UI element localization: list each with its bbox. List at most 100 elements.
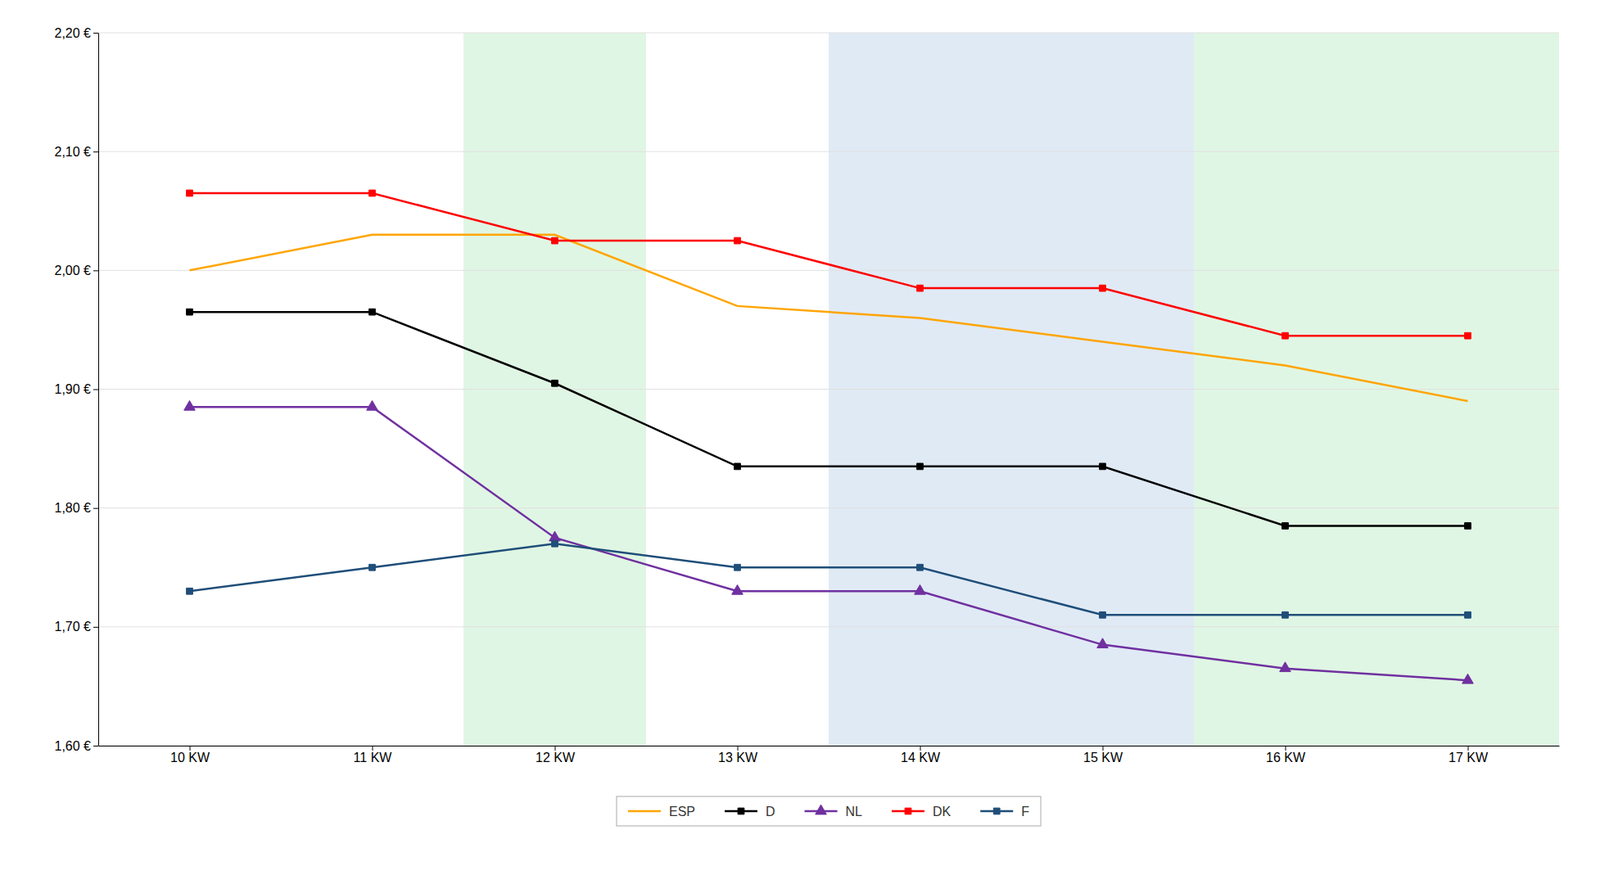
x-tick: 11 KW — [353, 745, 394, 765]
x-tick-mark — [555, 745, 556, 751]
legend-marker — [815, 804, 828, 815]
y-tick-label: 1,80 € — [54, 501, 92, 516]
series-group — [184, 189, 1474, 684]
series-marker — [734, 463, 742, 471]
grid-line — [98, 32, 1560, 34]
y-tick-label: 1,70 € — [54, 619, 92, 634]
x-tick-mark — [1102, 745, 1104, 751]
x-axis-line — [99, 745, 1560, 747]
series-line — [189, 543, 1469, 615]
x-tick: 12 KW — [535, 745, 576, 765]
series-marker — [917, 463, 924, 471]
series-marker — [1462, 673, 1474, 684]
series-marker — [1282, 332, 1289, 339]
series-marker — [551, 237, 559, 245]
series-marker — [1279, 662, 1292, 673]
series-marker — [369, 564, 376, 571]
legend-marker — [993, 808, 1000, 815]
grid-line — [98, 507, 1560, 509]
x-tick-mark — [372, 745, 374, 751]
series-marker — [1464, 523, 1472, 530]
series-marker — [551, 540, 559, 547]
y-tick: 1,70 € — [54, 619, 99, 634]
y-tick: 2,00 € — [54, 263, 99, 278]
legend-box — [616, 796, 1041, 827]
x-tick: 14 KW — [900, 745, 941, 765]
x-tick: 15 KW — [1083, 745, 1124, 765]
legend-item: ESP — [628, 804, 696, 819]
x-axis: 10 KW 11 KW 12 KW 13 KW 14 KW 15 KW 16 KW 17 KW — [99, 745, 1560, 765]
x-tick: 17 KW — [1448, 745, 1489, 765]
legend-item: NL — [804, 804, 864, 819]
series-line — [189, 311, 1469, 526]
y-tick-label: 2,20 € — [54, 26, 92, 41]
y-tick-mark — [93, 270, 99, 272]
x-tick-label: 17 KW — [1448, 750, 1489, 765]
grid-line — [98, 388, 1560, 390]
y-tick: 2,10 € — [54, 144, 99, 159]
y-tick-label: 2,00 € — [54, 263, 92, 278]
y-tick: 2,20 € — [54, 26, 99, 41]
legend-item: D — [724, 804, 776, 819]
x-tick-mark — [189, 745, 191, 751]
series-marker — [369, 189, 376, 197]
x-tick-label: 11 KW — [353, 750, 394, 765]
legend-label: D — [765, 804, 776, 819]
x-tick-mark — [1468, 745, 1469, 751]
series-line — [189, 235, 1469, 402]
y-tick-mark — [93, 745, 99, 747]
y-tick-mark — [93, 508, 99, 510]
series-marker — [1099, 611, 1107, 619]
series-marker — [549, 531, 561, 542]
x-tick-mark — [737, 745, 739, 751]
grid — [98, 32, 1560, 746]
series-marker — [1464, 332, 1472, 339]
legend-marker — [904, 808, 912, 815]
series-marker — [917, 564, 924, 571]
series-marker — [1282, 523, 1289, 530]
series-marker — [186, 308, 194, 316]
series-marker — [1099, 463, 1107, 471]
y-tick-label: 1,60 € — [54, 739, 92, 754]
y-axis-line — [98, 33, 100, 747]
series-marker — [734, 237, 742, 245]
x-tick-label: 12 KW — [535, 750, 576, 765]
legend-label: ESP — [668, 804, 696, 819]
legend-item: F — [980, 804, 1030, 819]
y-tick-mark — [93, 32, 99, 34]
legend-label: DK — [932, 804, 952, 819]
x-tick: 13 KW — [718, 745, 759, 765]
series-marker — [186, 189, 194, 197]
x-tick-label: 15 KW — [1083, 750, 1124, 765]
y-tick-label: 2,10 € — [54, 144, 92, 159]
y-tick: 1,90 € — [54, 382, 99, 397]
series-line — [189, 406, 1469, 681]
legend-label: F — [1021, 804, 1030, 819]
y-tick-mark — [93, 389, 99, 391]
y-tick: 1,60 € — [54, 739, 99, 754]
grid-line — [98, 270, 1560, 272]
y-tick: 1,80 € — [54, 501, 99, 516]
y-axis: 1,60 € 1,70 € 1,80 € 1,90 € 2,00 € 2,10 € 2,20… — [54, 26, 100, 754]
x-tick-mark — [920, 745, 922, 751]
series-marker — [732, 584, 744, 595]
series-marker — [551, 379, 559, 387]
series-marker — [917, 284, 924, 292]
grid-line — [98, 151, 1560, 153]
x-tick-label: 13 KW — [718, 750, 759, 765]
chart-container: 10 KW 11 KW 12 KW 13 KW 14 KW 15 KW 16 KW 17 KW… — [0, 0, 1600, 893]
series-marker — [914, 584, 927, 595]
x-tick-mark — [1285, 745, 1287, 751]
y-tick-label: 1,90 € — [54, 382, 92, 397]
y-tick-mark — [93, 627, 99, 629]
legend-item: DK — [891, 804, 952, 819]
legend-line — [628, 810, 661, 814]
series-marker — [1282, 611, 1289, 619]
series-marker — [186, 587, 194, 595]
series-line — [189, 193, 1469, 336]
x-tick: 10 KW — [170, 745, 211, 765]
x-tick-label: 10 KW — [170, 750, 211, 765]
x-tick-label: 16 KW — [1265, 750, 1307, 765]
series-marker — [734, 564, 742, 571]
series-marker — [1464, 611, 1472, 619]
